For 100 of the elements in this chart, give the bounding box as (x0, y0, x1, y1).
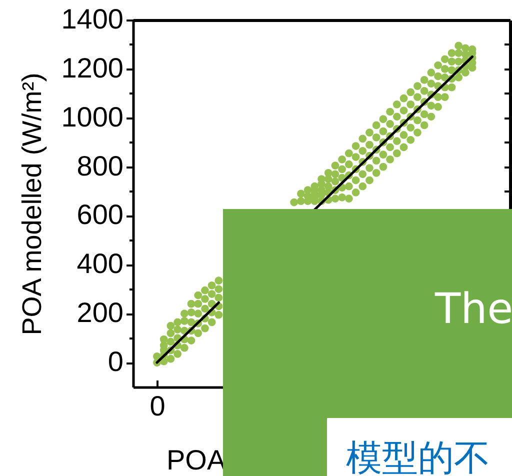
point (352, 176, 360, 184)
point (352, 188, 360, 196)
point (366, 176, 374, 184)
point (331, 162, 340, 170)
point (366, 128, 374, 136)
y-axis-title: POA modelled (W/m²) (17, 72, 48, 336)
point (338, 156, 346, 164)
point (201, 324, 209, 332)
point (166, 329, 175, 338)
point (174, 350, 182, 358)
point (406, 136, 415, 144)
point (379, 115, 388, 124)
point (180, 317, 188, 325)
point (180, 310, 188, 318)
point (194, 300, 202, 308)
point (372, 134, 380, 142)
point (420, 110, 428, 118)
point (448, 58, 456, 66)
point (400, 94, 408, 102)
point (344, 149, 353, 158)
point (434, 93, 442, 101)
point (290, 198, 298, 206)
point (201, 304, 209, 313)
point (344, 194, 353, 203)
text: 模型的不 (346, 438, 490, 476)
y-tick-label: 1200 (61, 52, 124, 84)
point (400, 106, 408, 114)
point (379, 162, 388, 171)
point (406, 124, 415, 132)
point (214, 276, 223, 284)
point (352, 153, 360, 161)
point (462, 44, 470, 52)
point (324, 182, 332, 190)
annotation: The (434, 284, 512, 333)
point (440, 65, 449, 73)
point (427, 112, 436, 121)
point (434, 102, 442, 111)
point (344, 160, 353, 168)
point (214, 285, 223, 294)
point (194, 329, 202, 338)
point (454, 42, 463, 50)
point (352, 142, 360, 150)
point (434, 61, 442, 70)
point (386, 156, 394, 164)
point (160, 335, 168, 344)
point (214, 294, 223, 302)
point (414, 116, 422, 124)
point (166, 322, 175, 330)
point (208, 282, 216, 290)
point (406, 88, 415, 96)
point (440, 55, 449, 64)
point (420, 121, 428, 130)
point (187, 300, 196, 308)
point (174, 326, 182, 334)
point (358, 182, 367, 190)
point (440, 93, 449, 101)
point (434, 72, 442, 80)
point (358, 146, 367, 155)
point (414, 128, 422, 136)
point (379, 127, 388, 136)
point (304, 186, 312, 194)
point (406, 100, 415, 108)
point (187, 336, 196, 344)
point (400, 131, 408, 139)
point (331, 170, 340, 178)
point (427, 102, 436, 110)
point (201, 294, 209, 303)
point (297, 197, 305, 205)
point (392, 112, 401, 121)
point (386, 108, 394, 116)
point (379, 150, 388, 158)
point (297, 190, 305, 198)
point (392, 149, 401, 158)
point (372, 156, 380, 165)
point (366, 140, 374, 149)
point (331, 194, 340, 203)
point (448, 83, 456, 92)
point (414, 93, 422, 101)
point (420, 87, 428, 95)
point (372, 168, 380, 177)
point (166, 354, 175, 363)
x-axis-title: POA (166, 444, 226, 476)
point (386, 143, 394, 152)
point (372, 121, 380, 130)
point (420, 76, 428, 84)
point (208, 318, 216, 326)
point (392, 137, 401, 146)
point (454, 74, 463, 82)
point (166, 338, 175, 346)
point (214, 310, 223, 319)
point (187, 308, 196, 316)
point (400, 143, 408, 152)
point (331, 178, 340, 186)
y-tick-label: 600 (76, 199, 124, 230)
point (187, 318, 196, 326)
y-tick-label: 200 (76, 297, 124, 328)
point (208, 290, 216, 298)
point (338, 165, 346, 174)
point (358, 170, 367, 178)
point (194, 291, 202, 300)
